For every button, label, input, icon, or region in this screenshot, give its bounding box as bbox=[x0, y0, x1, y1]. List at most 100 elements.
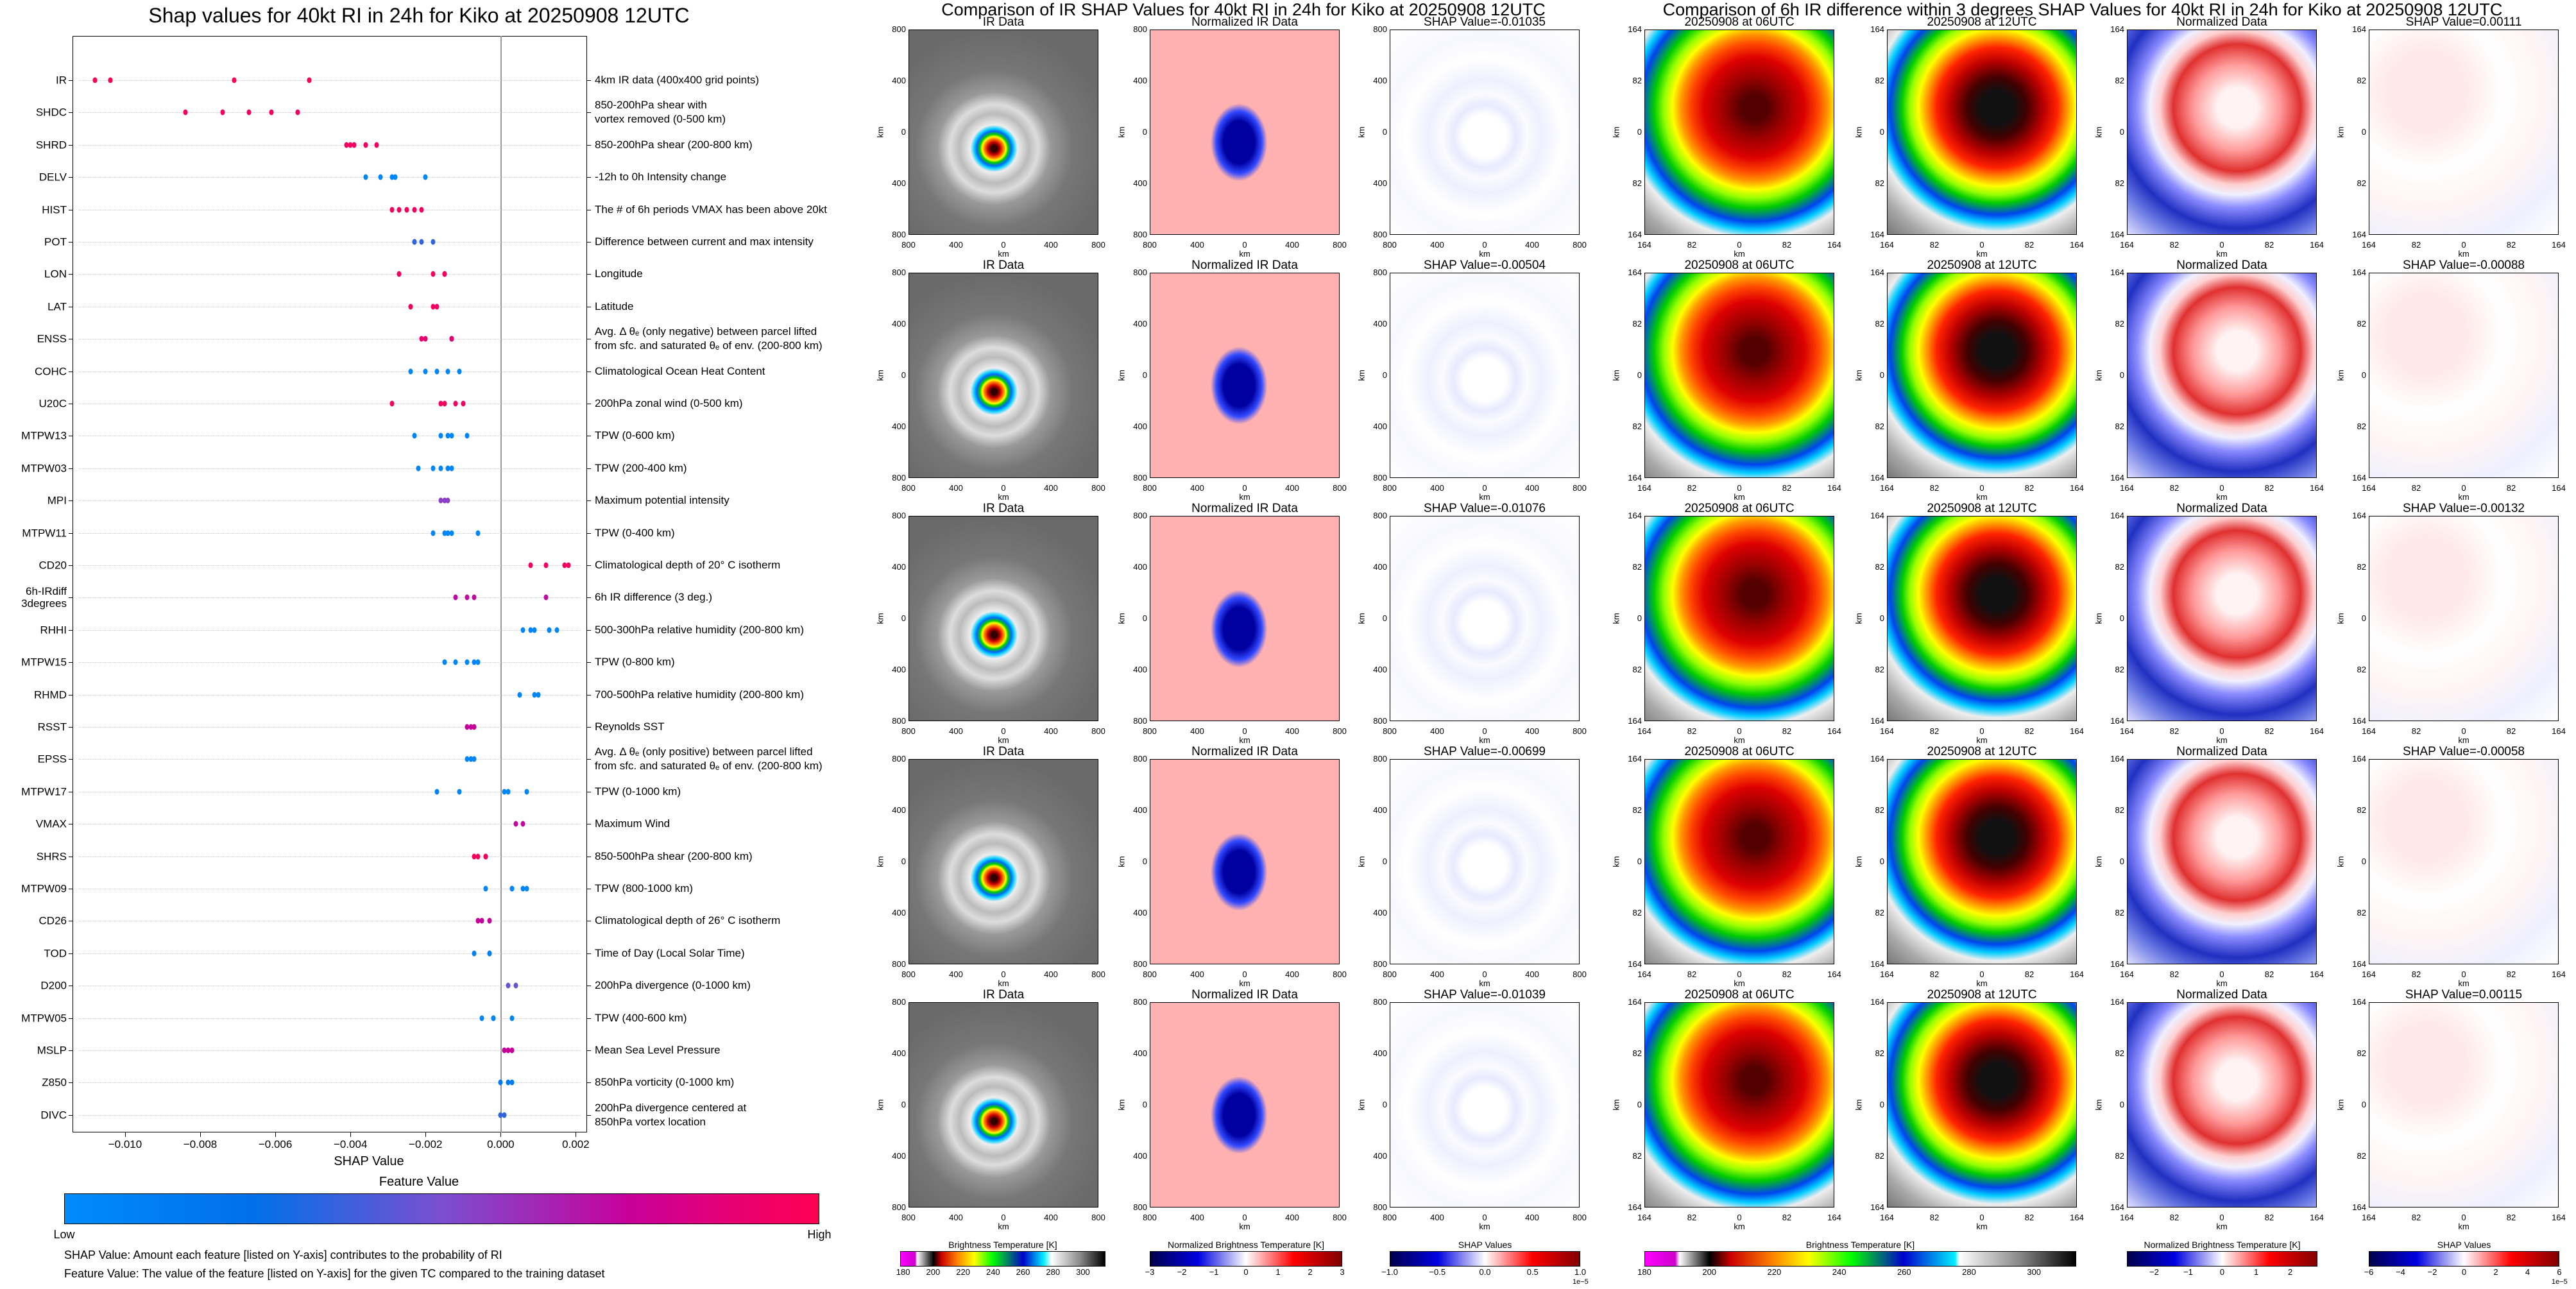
x-axis-label: km bbox=[2458, 735, 2469, 745]
feature-description: 4km IR data (400x400 grid points) bbox=[595, 74, 760, 86]
y-axis-label: km bbox=[2094, 1099, 2104, 1111]
y-tick bbox=[69, 565, 73, 566]
feature-description: TPW (200-400 km) bbox=[595, 461, 687, 474]
colorbar-offset-label: 1e−5 bbox=[2552, 1278, 2568, 1286]
colorbar-low-label: Low bbox=[53, 1228, 75, 1241]
colorbar-title: Normalized Brightness Temperature [K] bbox=[2144, 1240, 2301, 1250]
x-tick-label: 800 bbox=[1383, 969, 1397, 979]
shap-dot bbox=[408, 368, 413, 375]
y-tick-label: 164 bbox=[2110, 268, 2124, 277]
y-tick-label: 82 bbox=[2357, 178, 2366, 188]
x-tick-label: 0 bbox=[2219, 1213, 2224, 1222]
feature-description: Maximum potential intensity bbox=[595, 494, 729, 507]
y-tick-label: 800 bbox=[892, 959, 906, 969]
x-tick-label: 0 bbox=[1001, 726, 1006, 736]
feature-label: DELV bbox=[38, 171, 67, 184]
x-tick-label: 800 bbox=[1383, 483, 1397, 493]
x-axis-label: km bbox=[2216, 735, 2228, 745]
diff-shap-image bbox=[2369, 1002, 2559, 1208]
y-tick-label: 164 bbox=[2110, 716, 2124, 726]
x-tick-label: 164 bbox=[2310, 240, 2324, 250]
shap-dot bbox=[532, 692, 537, 698]
shap-dot bbox=[344, 142, 349, 148]
y-tick-label: 164 bbox=[2110, 24, 2124, 34]
x-tick-label: 164 bbox=[1827, 726, 1841, 736]
normalized-diff-data-image bbox=[2127, 1002, 2317, 1208]
y-tick bbox=[69, 1114, 73, 1116]
shap-dot bbox=[498, 1112, 503, 1118]
y-tick-label: 82 bbox=[1875, 665, 1884, 674]
y-tick-label: 82 bbox=[2357, 422, 2366, 431]
x-axis-label: km bbox=[1239, 249, 1250, 259]
x-tick bbox=[500, 1132, 502, 1137]
normalized-diff-data-image bbox=[2127, 759, 2317, 964]
y-axis-label: km bbox=[2335, 126, 2346, 138]
y-axis-label: km bbox=[1356, 613, 1367, 624]
shap-dot bbox=[449, 465, 454, 472]
colorbar-tick-label: 0 bbox=[2219, 1267, 2225, 1277]
y-tick-label: 164 bbox=[1870, 754, 1884, 764]
shap-dot bbox=[412, 432, 417, 439]
feature-description: TPW (0-400 km) bbox=[595, 526, 675, 539]
shap-dot bbox=[562, 562, 567, 568]
y-axis-label: km bbox=[2094, 856, 2104, 867]
shap-dot bbox=[445, 530, 450, 536]
feature-description: Longitude bbox=[595, 268, 643, 280]
colorbar-1 bbox=[900, 1251, 1105, 1267]
y-tick-right bbox=[587, 468, 591, 469]
y-tick-label: 800 bbox=[1133, 230, 1147, 239]
x-tick-label: 82 bbox=[1929, 726, 1940, 736]
ir-shap-title: SHAP Value=-0.01039 bbox=[1424, 988, 1546, 1002]
y-tick-label: 800 bbox=[1373, 24, 1387, 34]
x-tick-label: 0 bbox=[2219, 483, 2224, 493]
y-axis-label: km bbox=[2335, 370, 2346, 381]
colorbar-tick-label: 200 bbox=[1702, 1267, 1717, 1277]
shap-dot bbox=[472, 724, 477, 730]
y-tick-label: 82 bbox=[2115, 422, 2124, 431]
colorbar-title: SHAP Values bbox=[1458, 1240, 1512, 1250]
x-tick-label: 0 bbox=[1001, 240, 1006, 250]
y-tick-label: 400 bbox=[892, 422, 906, 431]
y-tick-label: 164 bbox=[1628, 716, 1642, 726]
y-tick-label: 82 bbox=[2357, 1151, 2366, 1161]
colorbar-tick-label: 200 bbox=[926, 1267, 941, 1277]
feature-gridline bbox=[79, 629, 581, 631]
ir-06utc-title: 20250908 at 06UTC bbox=[1684, 988, 1795, 1002]
colorbar-tick-label: 2 bbox=[1308, 1267, 1313, 1277]
y-tick-label: 82 bbox=[2357, 1048, 2366, 1058]
diff-shap-image bbox=[2369, 30, 2559, 235]
shap-dot bbox=[423, 368, 428, 375]
x-tick-label: 800 bbox=[901, 1213, 916, 1222]
x-tick-label: 164 bbox=[2362, 1213, 2376, 1222]
x-tick-label: 400 bbox=[1525, 240, 1539, 250]
normalized-ir-data-title: Normalized IR Data bbox=[1191, 745, 1298, 758]
y-tick bbox=[69, 597, 73, 599]
x-tick-label: 82 bbox=[2506, 483, 2516, 493]
x-tick-label: 800 bbox=[1143, 969, 1157, 979]
shap-dot bbox=[472, 756, 477, 762]
ir-shap-image bbox=[1390, 273, 1580, 478]
x-tick-label: 400 bbox=[1285, 969, 1299, 979]
feature-label: VMAX bbox=[35, 817, 67, 830]
x-axis-label: km bbox=[1734, 978, 1745, 988]
colorbar-offset-label: 1e−5 bbox=[1573, 1278, 1589, 1286]
x-tick-label: 0 bbox=[2461, 1213, 2466, 1222]
feature-label: COHC bbox=[34, 365, 67, 378]
x-axis-label: km bbox=[1734, 735, 1745, 745]
y-tick-label: 0 bbox=[1637, 613, 1642, 623]
feature-label: CD26 bbox=[38, 914, 67, 927]
y-axis-label: km bbox=[1116, 126, 1127, 138]
y-tick-label: 400 bbox=[892, 805, 906, 815]
feature-gridline bbox=[79, 177, 581, 178]
y-axis-label: km bbox=[1611, 613, 1621, 624]
colorbar-tick-label: 6 bbox=[2557, 1267, 2562, 1277]
x-tick-label: 0 bbox=[2219, 726, 2224, 736]
y-tick-label: 82 bbox=[1632, 178, 1642, 188]
ir-data-image bbox=[908, 1002, 1098, 1208]
normalized-ir-data-image bbox=[1150, 30, 1340, 235]
shap-dot bbox=[445, 432, 450, 439]
ir-12utc-title: 20250908 at 12UTC bbox=[1927, 502, 2037, 515]
y-tick-label: 800 bbox=[892, 511, 906, 520]
feature-description: 200hPa zonal wind (0-500 km) bbox=[595, 397, 743, 409]
colorbar-tick-label: 260 bbox=[1016, 1267, 1030, 1277]
